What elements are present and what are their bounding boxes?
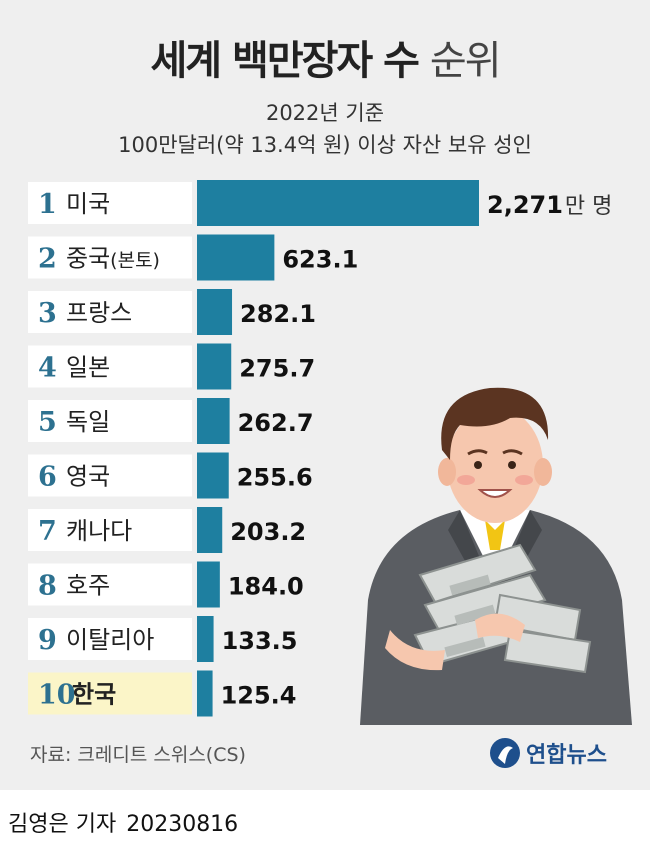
agency-logo: 연합뉴스: [488, 733, 607, 773]
value-label: 184.0: [228, 573, 304, 601]
country-label: 독일: [66, 408, 110, 436]
label-box: [28, 618, 192, 660]
country-label: 이탈리아: [66, 626, 154, 654]
chart-title: 세계 백만장자 수 순위: [0, 28, 650, 86]
rank-label: 3: [38, 298, 57, 329]
highlight-label-box: [28, 672, 192, 715]
value-label: 2,271만 명: [487, 191, 612, 219]
value-label: 623.1: [282, 246, 358, 274]
yonhap-logo-icon: [490, 738, 520, 768]
rank-label: 8: [38, 571, 57, 602]
value-label: 262.7: [238, 409, 314, 437]
rank-label: 5: [38, 407, 57, 438]
bar: [197, 616, 214, 662]
country-label: 프랑스: [66, 299, 132, 327]
bar: [197, 452, 229, 499]
bar: [197, 561, 220, 608]
rank-label: 9: [38, 625, 57, 656]
value-label: 133.5: [222, 627, 298, 655]
publish-date: 20230816: [126, 812, 239, 837]
label-box: [28, 400, 192, 442]
bar: [197, 289, 233, 335]
reporter-name: 김영은 기자: [8, 812, 117, 837]
label-box: [28, 509, 192, 551]
rank-label: 10: [38, 680, 76, 711]
country-label: 일본: [66, 354, 110, 382]
rank-label: 1: [38, 189, 57, 220]
byline: 김영은 기자 20230816: [8, 806, 238, 838]
country-label: 캐나다: [66, 517, 132, 545]
rank-label: 2: [38, 244, 57, 275]
bar: [197, 507, 223, 553]
label-box: [28, 454, 192, 497]
bar-chart: 1 미국 2,271만 명 2 중국(본토) 623.1 3 프랑스 282.1 4 일본 275.7…: [28, 180, 612, 717]
country-label: 중국(본토): [66, 245, 160, 273]
value-label: 282.1: [240, 300, 316, 328]
country-label: 미국: [66, 190, 110, 218]
country-label: 한국: [72, 681, 116, 709]
source-note: 자료: 크레디트 스위스(CS): [30, 744, 246, 766]
rank-label: 7: [38, 516, 57, 547]
value-label: 203.2: [230, 518, 306, 546]
title-bold: 세계 백만장자 수: [150, 38, 420, 84]
rank-label: 4: [38, 353, 57, 384]
bar: [197, 234, 275, 281]
label-box: [28, 345, 192, 388]
label-box: [28, 291, 192, 333]
country-label: 호주: [66, 572, 110, 600]
bar: [197, 343, 232, 390]
logo-text: 연합뉴스: [526, 743, 607, 768]
label-box: [28, 236, 192, 279]
label-box: [28, 182, 192, 224]
subtitle-year: 2022년 기준: [265, 101, 385, 125]
businessman-illustration: [360, 387, 632, 725]
subtitle-criteria: 100만달러(약 13.4억 원) 이상 자산 보유 성인: [118, 133, 532, 157]
rank-label: 6: [38, 462, 57, 493]
country-label: 영국: [66, 463, 110, 491]
bar: [197, 180, 479, 226]
value-label: 255.6: [237, 464, 313, 492]
bar: [197, 398, 230, 444]
value-label: 275.7: [239, 355, 315, 383]
bar: [197, 670, 213, 717]
title-light: 순위: [429, 38, 502, 84]
label-box: [28, 563, 192, 606]
value-label: 125.4: [221, 682, 297, 710]
